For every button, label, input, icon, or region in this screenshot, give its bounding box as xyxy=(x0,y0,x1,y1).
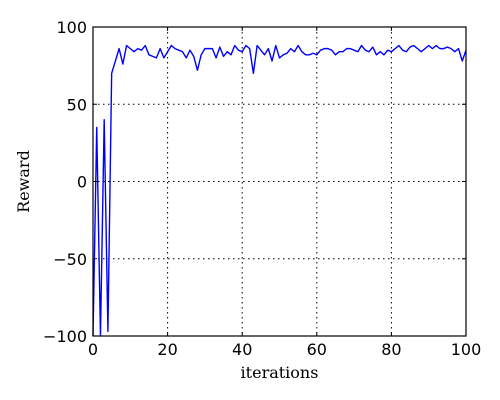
x-tick-label: 0 xyxy=(88,340,98,359)
y-tick-label: 100 xyxy=(56,18,87,37)
x-tick-label: 100 xyxy=(451,340,482,359)
series-layer xyxy=(92,44,467,337)
y-tick-label: −100 xyxy=(43,327,87,346)
y-tick-label: −50 xyxy=(53,250,87,269)
x-tick-label: 80 xyxy=(381,340,401,359)
reward-series-line xyxy=(92,44,467,337)
x-tick-label: 20 xyxy=(157,340,177,359)
plot-frame xyxy=(92,26,467,337)
y-tick-label: 50 xyxy=(67,95,87,114)
x-tick-label: 60 xyxy=(307,340,327,359)
x-axis-label: iterations xyxy=(241,363,319,382)
tick-labels: 0 20 40 60 80 100 −100 −50 0 50 100 xyxy=(43,18,481,359)
grid xyxy=(93,27,466,336)
y-axis-label: Reward xyxy=(14,150,33,213)
y-tick-label: 0 xyxy=(77,173,87,192)
x-tick-label: 40 xyxy=(232,340,252,359)
